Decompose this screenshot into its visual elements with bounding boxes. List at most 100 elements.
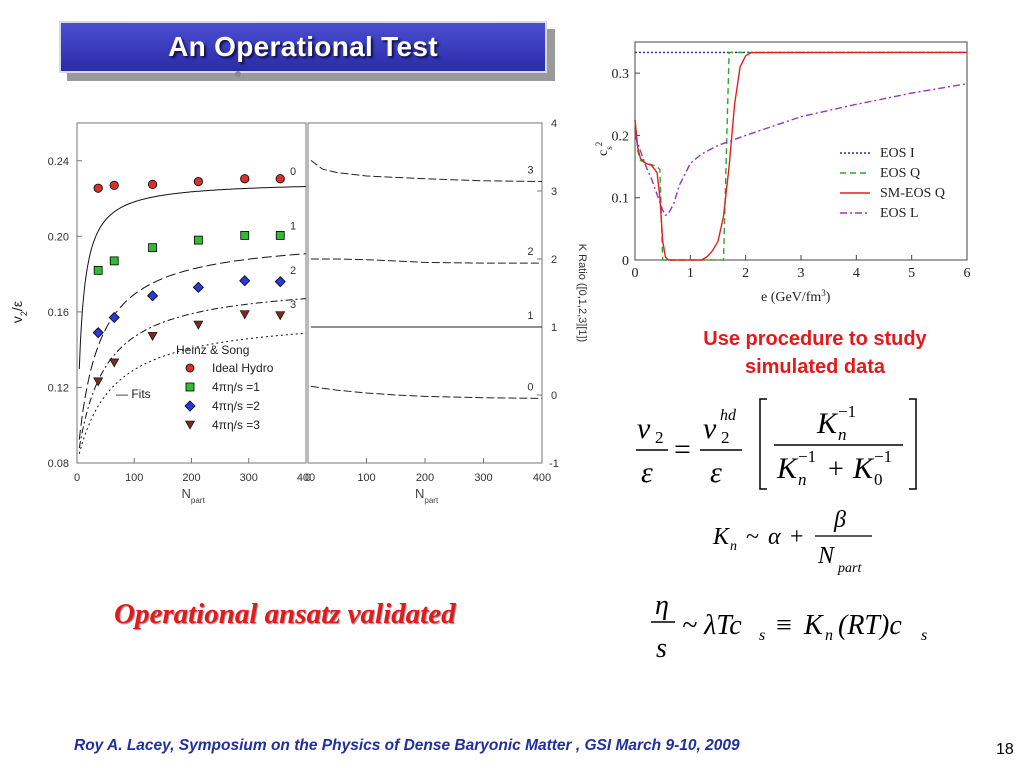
ideal-hydro-point	[240, 174, 250, 184]
eq1-mid-den: ε	[710, 456, 722, 489]
eta-s-2-point	[274, 276, 286, 288]
legend-marker-eta-s-2	[184, 400, 196, 412]
eq1-mid-num-sup: hd	[720, 407, 737, 424]
ideal-hydro-point	[109, 180, 119, 190]
eta-s-3-point	[275, 311, 286, 321]
eq3-den: s	[656, 633, 667, 664]
v2-x-tick-label: 100	[125, 472, 143, 484]
v2-y-tick-label: 0.12	[48, 382, 69, 394]
v2-legend-label: 4πη/s =2	[212, 399, 260, 413]
v2-fit-curve	[78, 332, 307, 454]
v2-curve-label: 2	[290, 265, 296, 277]
eta-s-3-point	[147, 332, 158, 342]
kratio-x-axis-label: Npart	[415, 486, 439, 505]
eq2-den: N	[817, 543, 836, 569]
v2-y-tick-label: 0.24	[48, 156, 69, 168]
kratio-y-tick-label: 3	[551, 186, 557, 198]
kratio-x-tick-label: 400	[533, 472, 551, 484]
eta-s-1-point	[275, 230, 285, 240]
eta-s-2-point	[108, 311, 120, 324]
v2-y-tick-label: 0.08	[48, 458, 69, 470]
eq2-lhs: K	[712, 524, 731, 550]
eq1-frac-num: K	[816, 407, 839, 440]
v2-x-tick-label: 400	[297, 472, 315, 484]
kratio-curve-label: 2	[527, 246, 533, 258]
eq3-equiv: ≡	[776, 610, 792, 641]
eq2-lhs-sub: n	[730, 539, 737, 554]
kratio-curve-label: 0	[527, 381, 533, 393]
kratio-y-tick-label: 4	[551, 118, 557, 130]
eq1-right-bracket	[909, 398, 917, 490]
v2-x-axis-label: Npart	[182, 486, 206, 505]
equation-kn: K n ~ α + β N part	[712, 507, 872, 576]
cs2-x-tick-label: 5	[908, 266, 915, 281]
eq3-k-sub: n	[825, 627, 833, 644]
eq1-frac-den-b-sub: 0	[874, 470, 883, 489]
kratio-x-tick-label: 300	[474, 472, 492, 484]
eta-s-1-point	[240, 230, 250, 240]
kratio-y-tick-label: 1	[551, 322, 557, 334]
v2-y-tick-label: 0.20	[48, 231, 69, 243]
cs2-legend-label: SM-EOS Q	[880, 186, 945, 201]
page-number: 18	[996, 741, 1014, 758]
eq3-rhs: ~ λTc	[682, 610, 742, 641]
cs2-y-axis-label: cs2	[594, 142, 614, 156]
eq2-den-sub: part	[837, 561, 862, 576]
kratio-curve	[310, 160, 543, 182]
eq2-plus: +	[790, 524, 804, 550]
cs2-x-axis-label: e (GeV/fm3)	[761, 288, 831, 305]
eta-s-1-point	[93, 265, 103, 275]
v2-x-tick-label: 0	[74, 472, 80, 484]
eq2-alpha: α	[768, 524, 781, 550]
v2-legend-title: Heinz & Song	[176, 343, 249, 357]
kratio-x-tick-label: 100	[357, 472, 375, 484]
eta-s-1-point	[109, 256, 119, 266]
cs2-legend-label: EOS Q	[880, 166, 920, 181]
v2-legend-label: 4πη/s =1	[212, 380, 260, 394]
eta-s-2-point	[92, 327, 104, 339]
v2-legend-label: 4πη/s =3	[212, 418, 260, 432]
cs2-y-tick-label: 0.1	[612, 192, 630, 207]
v2-y-tick-label: 0.16	[48, 307, 69, 319]
eq2-rel: ~	[746, 524, 759, 550]
eta-s-1-point	[193, 235, 203, 245]
slide-title: An Operational Test	[168, 31, 438, 62]
kratio-curve-label: 1	[527, 310, 533, 322]
cs2-x-tick-label: 3	[798, 266, 805, 281]
cs2-y-tick-label: 0	[622, 254, 629, 269]
cs2-legend-label: EOS L	[880, 206, 919, 221]
eq1-frac-num-sup: −1	[838, 402, 856, 421]
eq1-frac-den-b-sup: −1	[874, 447, 892, 466]
eq1-plus: +	[828, 454, 844, 485]
legend-marker-eta-s-3	[184, 420, 196, 430]
v2-x-tick-label: 200	[182, 472, 200, 484]
eta-s-3-point	[93, 377, 104, 387]
legend-marker-ideal-hydro	[185, 363, 195, 373]
footer-citation: Roy A. Lacey, Symposium on the Physics o…	[74, 737, 740, 754]
cs2-x-tick-label: 0	[632, 266, 639, 281]
kratio-curve	[310, 258, 542, 264]
eta-s-2-point	[239, 275, 251, 287]
procedure-note-line2: simulated data	[744, 356, 886, 378]
cs2-x-tick-label: 4	[853, 266, 860, 281]
v2-y-axis-label: v2/ε	[9, 301, 29, 323]
kratio-y-tick-label: 2	[551, 254, 557, 266]
eq3-num: η	[655, 590, 669, 621]
eq1-mid-num: v	[703, 412, 717, 445]
eq2-num: β	[833, 507, 846, 533]
eq1-lhs-num-sub: 2	[655, 428, 664, 447]
eta-s-3-point	[239, 310, 250, 320]
cs2-curve	[634, 51, 968, 261]
ideal-hydro-point	[93, 183, 103, 193]
title-dot	[235, 71, 241, 77]
eta-s-1-point	[148, 243, 157, 253]
cs2-y-tick-label: 0.2	[612, 129, 630, 144]
cs2-curve	[634, 51, 967, 261]
ideal-hydro-point	[193, 176, 203, 187]
procedure-note-line1: Use procedure to study	[703, 328, 927, 350]
eta-s-2-point	[192, 281, 204, 293]
v2-fit-curve	[78, 298, 307, 449]
cs2-legend-label: EOS I	[880, 146, 915, 161]
kratio-y-tick-label: -1	[549, 458, 559, 470]
